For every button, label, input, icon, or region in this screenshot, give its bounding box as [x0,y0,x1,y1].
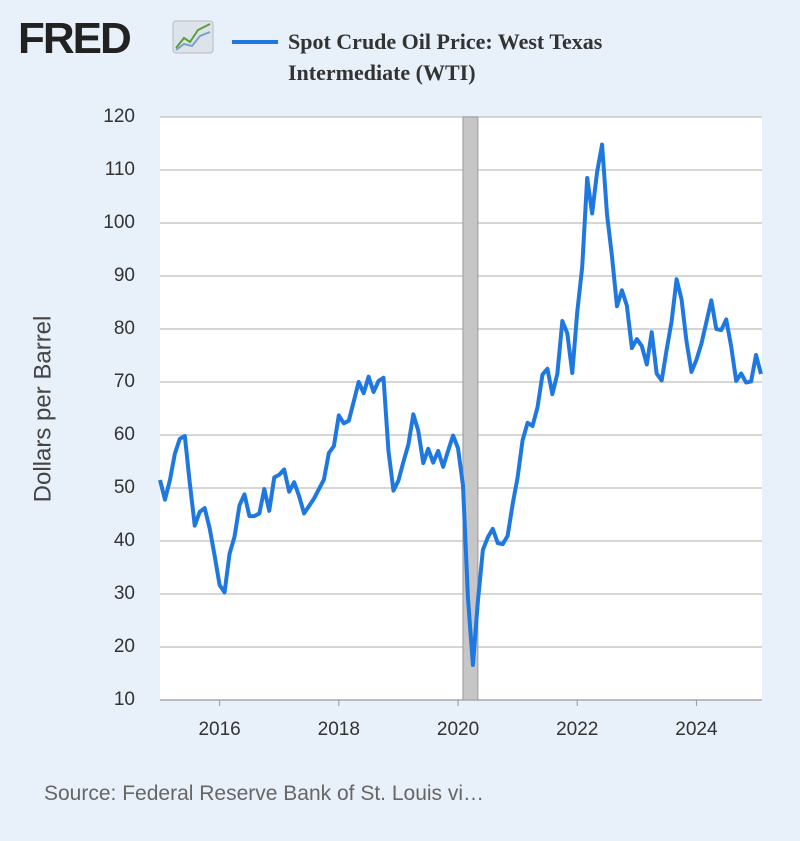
x-tick-label: 2022 [556,719,598,740]
logo: FRED [18,14,132,63]
x-tick-label: 2016 [198,719,240,740]
legend-swatch [232,40,278,44]
x-tick-label: 2020 [437,719,479,740]
logo-icon [172,20,214,54]
y-tick-label: 120 [103,106,135,127]
y-tick-label: 90 [114,265,135,286]
legend-label: Spot Crude Oil Price: West Texas Interme… [288,29,603,85]
chart: Dollars per Barrel 10 20 30 40 50 60 70 80 90 100… [29,106,763,740]
y-tick-label: 70 [114,371,135,392]
source-note: Source: Federal Reserve Bank of St. Loui… [44,782,485,805]
y-tick-label: 50 [114,477,135,498]
x-tick-label: 2018 [318,719,360,740]
plot-area [160,117,762,700]
data-line [158,142,763,668]
y-tick-label: 40 [114,530,135,551]
y-tick-label: 30 [114,583,135,604]
y-tick-label: 60 [114,424,135,445]
y-tick-label: 110 [105,159,135,180]
y-tick-label: 100 [103,212,135,233]
y-axis-label: Dollars per Barrel [29,316,56,503]
y-tick-label: 20 [114,636,135,657]
y-tick-label: 10 [114,689,135,710]
x-tick-label: 2024 [675,719,718,740]
y-tick-label: 80 [114,318,135,339]
